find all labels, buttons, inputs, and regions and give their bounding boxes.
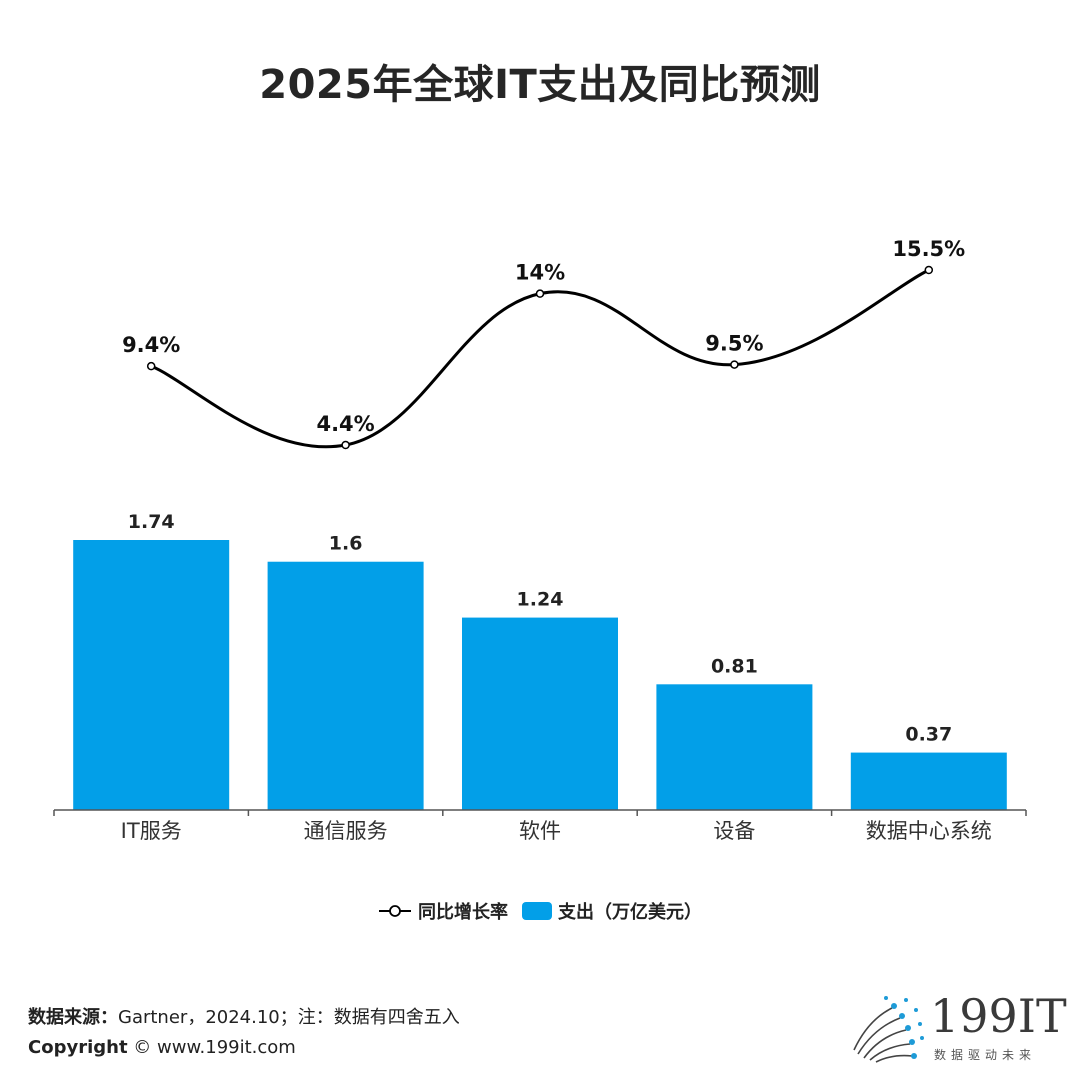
logo: 199IT 数据驱动未来	[848, 990, 1067, 1066]
footer-source: 数据来源：Gartner，2024.10；注：数据有四舍五入	[28, 1003, 460, 1029]
growth-value-label-2: 4.4%	[316, 412, 374, 436]
growth-point-4	[730, 360, 739, 369]
legend-item-spend: 支出（万亿美元）	[522, 898, 702, 924]
legend: 同比增长率 支出（万亿美元）	[0, 898, 1080, 924]
growth-point-3	[535, 289, 545, 298]
growth-point-1	[146, 361, 156, 371]
growth-point-5	[924, 265, 934, 275]
logo-subtitle: 数据驱动未来	[934, 1048, 1037, 1062]
bar-value-label-3: 1.24	[517, 589, 564, 611]
growth-value-label-4: 9.5%	[705, 332, 763, 356]
growth-value-label-1: 9.4%	[122, 333, 180, 357]
growth-value-label-5: 15.5%	[892, 237, 965, 261]
category-label-1: IT服务	[121, 819, 182, 843]
category-label-5: 数据中心系统	[866, 819, 992, 843]
bars-layer: 1.74 1.6 1.24 0.81 0.37	[73, 511, 1007, 810]
legend-label-growth: 同比增长率	[418, 902, 508, 923]
bar-value-label-5: 0.37	[905, 724, 952, 746]
bar-value-label-2: 1.6	[329, 533, 363, 555]
growth-point-2	[341, 440, 350, 450]
bar-5	[850, 752, 1007, 810]
category-label-2: 通信服务	[304, 819, 388, 843]
legend-line-marker-icon	[379, 905, 411, 917]
bar-3	[462, 617, 618, 810]
category-label-4: 设备	[713, 819, 755, 843]
logo-dots-icon	[853, 996, 924, 1063]
source-text: Gartner，2024.10；注：数据有四舍五入	[118, 1007, 460, 1028]
category-label-3: 软件	[519, 819, 561, 843]
copyright-text: © www.199it.com	[133, 1037, 296, 1058]
legend-label-spend: 支出（万亿美元）	[558, 902, 702, 923]
bar-value-label-4: 0.81	[711, 655, 758, 677]
chart-title: 2025年全球IT支出及同比预测	[259, 62, 821, 108]
logo-text: 199IT	[930, 989, 1067, 1043]
copyright-label: Copyright	[28, 1037, 128, 1058]
footer-copyright: Copyright © www.199it.com	[28, 1037, 296, 1058]
bar-1	[73, 540, 230, 810]
bar-value-label-1: 1.74	[128, 511, 175, 533]
combo-chart: 1.74 1.6 1.24 0.81 0.37 IT服务 通信服务 软件 设备 数据中心系统 9…	[53, 237, 1027, 843]
legend-swatch-spend	[522, 902, 552, 920]
growth-value-label-3: 14%	[515, 261, 565, 285]
bar-2	[267, 561, 424, 810]
source-label: 数据来源：	[28, 1007, 118, 1028]
axis-layer: IT服务 通信服务 软件 设备 数据中心系统	[53, 809, 1027, 843]
bar-4	[656, 684, 813, 810]
legend-item-growth: 同比增长率	[378, 898, 508, 924]
line-layer: 9.4% 4.4% 14% 9.5% 15.5%	[122, 237, 965, 450]
